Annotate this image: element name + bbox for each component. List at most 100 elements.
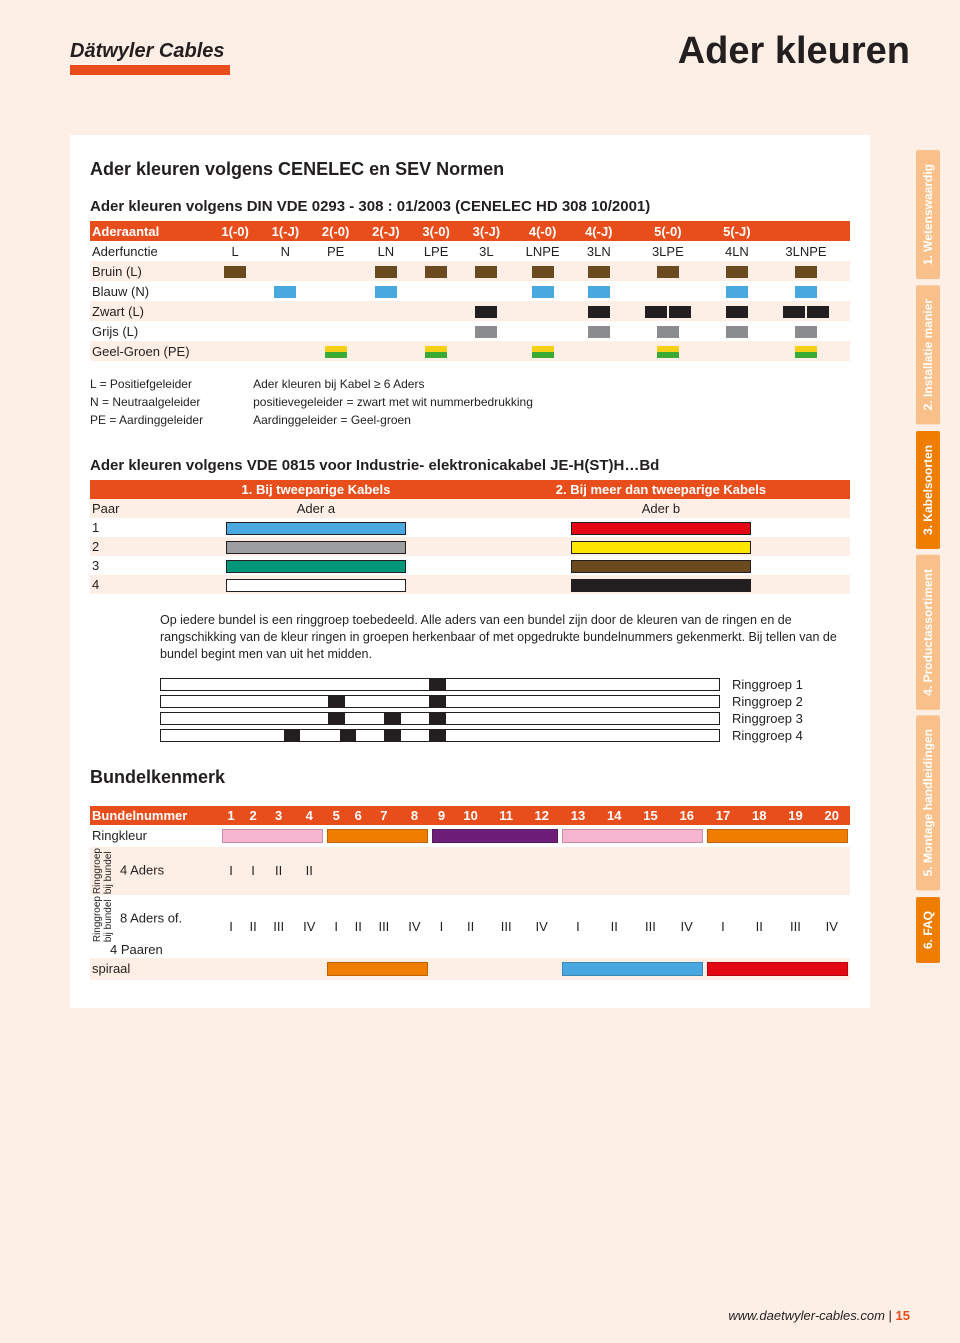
ring-mark	[384, 730, 401, 741]
cell: I	[220, 895, 242, 958]
cell: I	[220, 847, 242, 895]
cell: 3LN	[574, 241, 624, 261]
col-header: 4	[293, 806, 325, 825]
cell	[347, 847, 369, 895]
color-bar	[571, 560, 751, 573]
cell	[220, 958, 325, 980]
swatch	[795, 326, 817, 338]
content: Ader kleuren volgens CENELEC en SEV Norm…	[70, 135, 870, 1008]
cell	[624, 341, 712, 361]
cell	[361, 261, 411, 281]
table-row: Aderaantal 1(-0)1(-J)2(-0)2(-J)3(-0)3(-J…	[90, 221, 850, 241]
cell	[712, 281, 762, 301]
footer-url: www.daetwyler-cables.com	[728, 1308, 885, 1323]
side-tab[interactable]: 1. Wetenswaardig	[916, 150, 940, 279]
cell	[411, 321, 461, 341]
cell	[705, 958, 850, 980]
side-tab[interactable]: 5. Montage handleidingen	[916, 715, 940, 890]
swatch	[726, 326, 748, 338]
cell	[624, 321, 712, 341]
color-bar	[226, 579, 406, 592]
cell: I	[242, 847, 264, 895]
ring-bar	[160, 712, 720, 725]
ring-bar	[160, 729, 720, 742]
swatch	[588, 266, 610, 278]
cell	[260, 281, 310, 301]
row-label: Ringgroep bij bundel8 Aders of.4 Paaren	[90, 895, 220, 958]
col-header: 1. Bij tweeparige Kabels	[160, 480, 472, 499]
cell	[461, 321, 511, 341]
row-label: Blauw (N)	[90, 281, 210, 301]
cell	[512, 341, 574, 361]
cell	[596, 847, 632, 895]
swatch	[588, 286, 610, 298]
ring-mark	[429, 679, 446, 690]
cell	[762, 281, 850, 301]
cell	[461, 341, 511, 361]
side-tab[interactable]: 4. Productassortiment	[916, 555, 940, 710]
cell	[560, 825, 705, 847]
col-header: 14	[596, 806, 632, 825]
row-label: 3	[90, 556, 160, 575]
ring-mark	[429, 713, 446, 724]
cell: IV	[524, 895, 560, 958]
cell: III	[264, 895, 293, 958]
row-label: Geel-Groen (PE)	[90, 341, 210, 361]
swatch	[726, 266, 748, 278]
section3-title: Bundelkenmerk	[90, 767, 850, 788]
table-bundel: Bundelnummer 123456789101112131415161718…	[90, 806, 850, 980]
color-bar	[562, 962, 703, 976]
col-header: 5(-J)	[712, 221, 762, 241]
brand-rule	[70, 65, 230, 75]
cell: LNPE	[512, 241, 574, 261]
cell	[452, 847, 488, 895]
col-header: 18	[741, 806, 777, 825]
section1-subtitle: Ader kleuren volgens DIN VDE 0293 - 308 …	[90, 198, 850, 215]
swatch	[532, 346, 554, 358]
ringgroup-row: Ringgroep 1	[160, 677, 850, 692]
cell	[472, 537, 850, 556]
col-header: 1	[220, 806, 242, 825]
cell: II	[293, 847, 325, 895]
cell	[430, 958, 559, 980]
color-bar	[707, 962, 848, 976]
side-tab[interactable]: 6. FAQ	[916, 897, 940, 963]
swatch	[475, 306, 497, 318]
ring-bar	[160, 678, 720, 691]
table-row: Zwart (L)	[90, 301, 850, 321]
swatch	[726, 306, 748, 318]
cell	[814, 847, 850, 895]
cell: I	[430, 895, 452, 958]
col-header: 16	[669, 806, 705, 825]
cell: III	[632, 895, 668, 958]
footer: www.daetwyler-cables.com | 15	[728, 1308, 910, 1323]
cell	[260, 261, 310, 281]
cell	[712, 341, 762, 361]
cell: II	[242, 895, 264, 958]
col-header: 4(-0)	[512, 221, 574, 241]
table-row: AderfunctieLNPELNLPE3LLNPE3LN3LPE4LN3LNP…	[90, 241, 850, 261]
section1-title: Ader kleuren volgens CENELEC en SEV Norm…	[90, 159, 850, 180]
swatch	[795, 346, 817, 358]
cell	[411, 341, 461, 361]
swatch	[425, 266, 447, 278]
cell: Ader a	[160, 499, 472, 518]
cell	[574, 261, 624, 281]
cell: L	[210, 241, 260, 261]
cell: 3LPE	[624, 241, 712, 261]
cell: III	[369, 895, 398, 958]
cell: LPE	[411, 241, 461, 261]
cell: III	[777, 895, 813, 958]
side-tab[interactable]: 3. Kabelsoorten	[916, 431, 940, 549]
cell	[210, 301, 260, 321]
cell	[260, 341, 310, 361]
swatch-pair	[782, 304, 830, 319]
side-tab[interactable]: 2. Installatie manier	[916, 285, 940, 424]
table-cenelec: Aderaantal 1(-0)1(-J)2(-0)2(-J)3(-0)3(-J…	[90, 221, 850, 361]
col-header: Bundelnummer	[90, 806, 220, 825]
ring-mark	[284, 730, 301, 741]
col-header: 1(-0)	[210, 221, 260, 241]
color-bar	[226, 541, 406, 554]
row-label: Grijs (L)	[90, 321, 210, 341]
legend-line: N = Neutraalgeleider	[90, 393, 203, 411]
